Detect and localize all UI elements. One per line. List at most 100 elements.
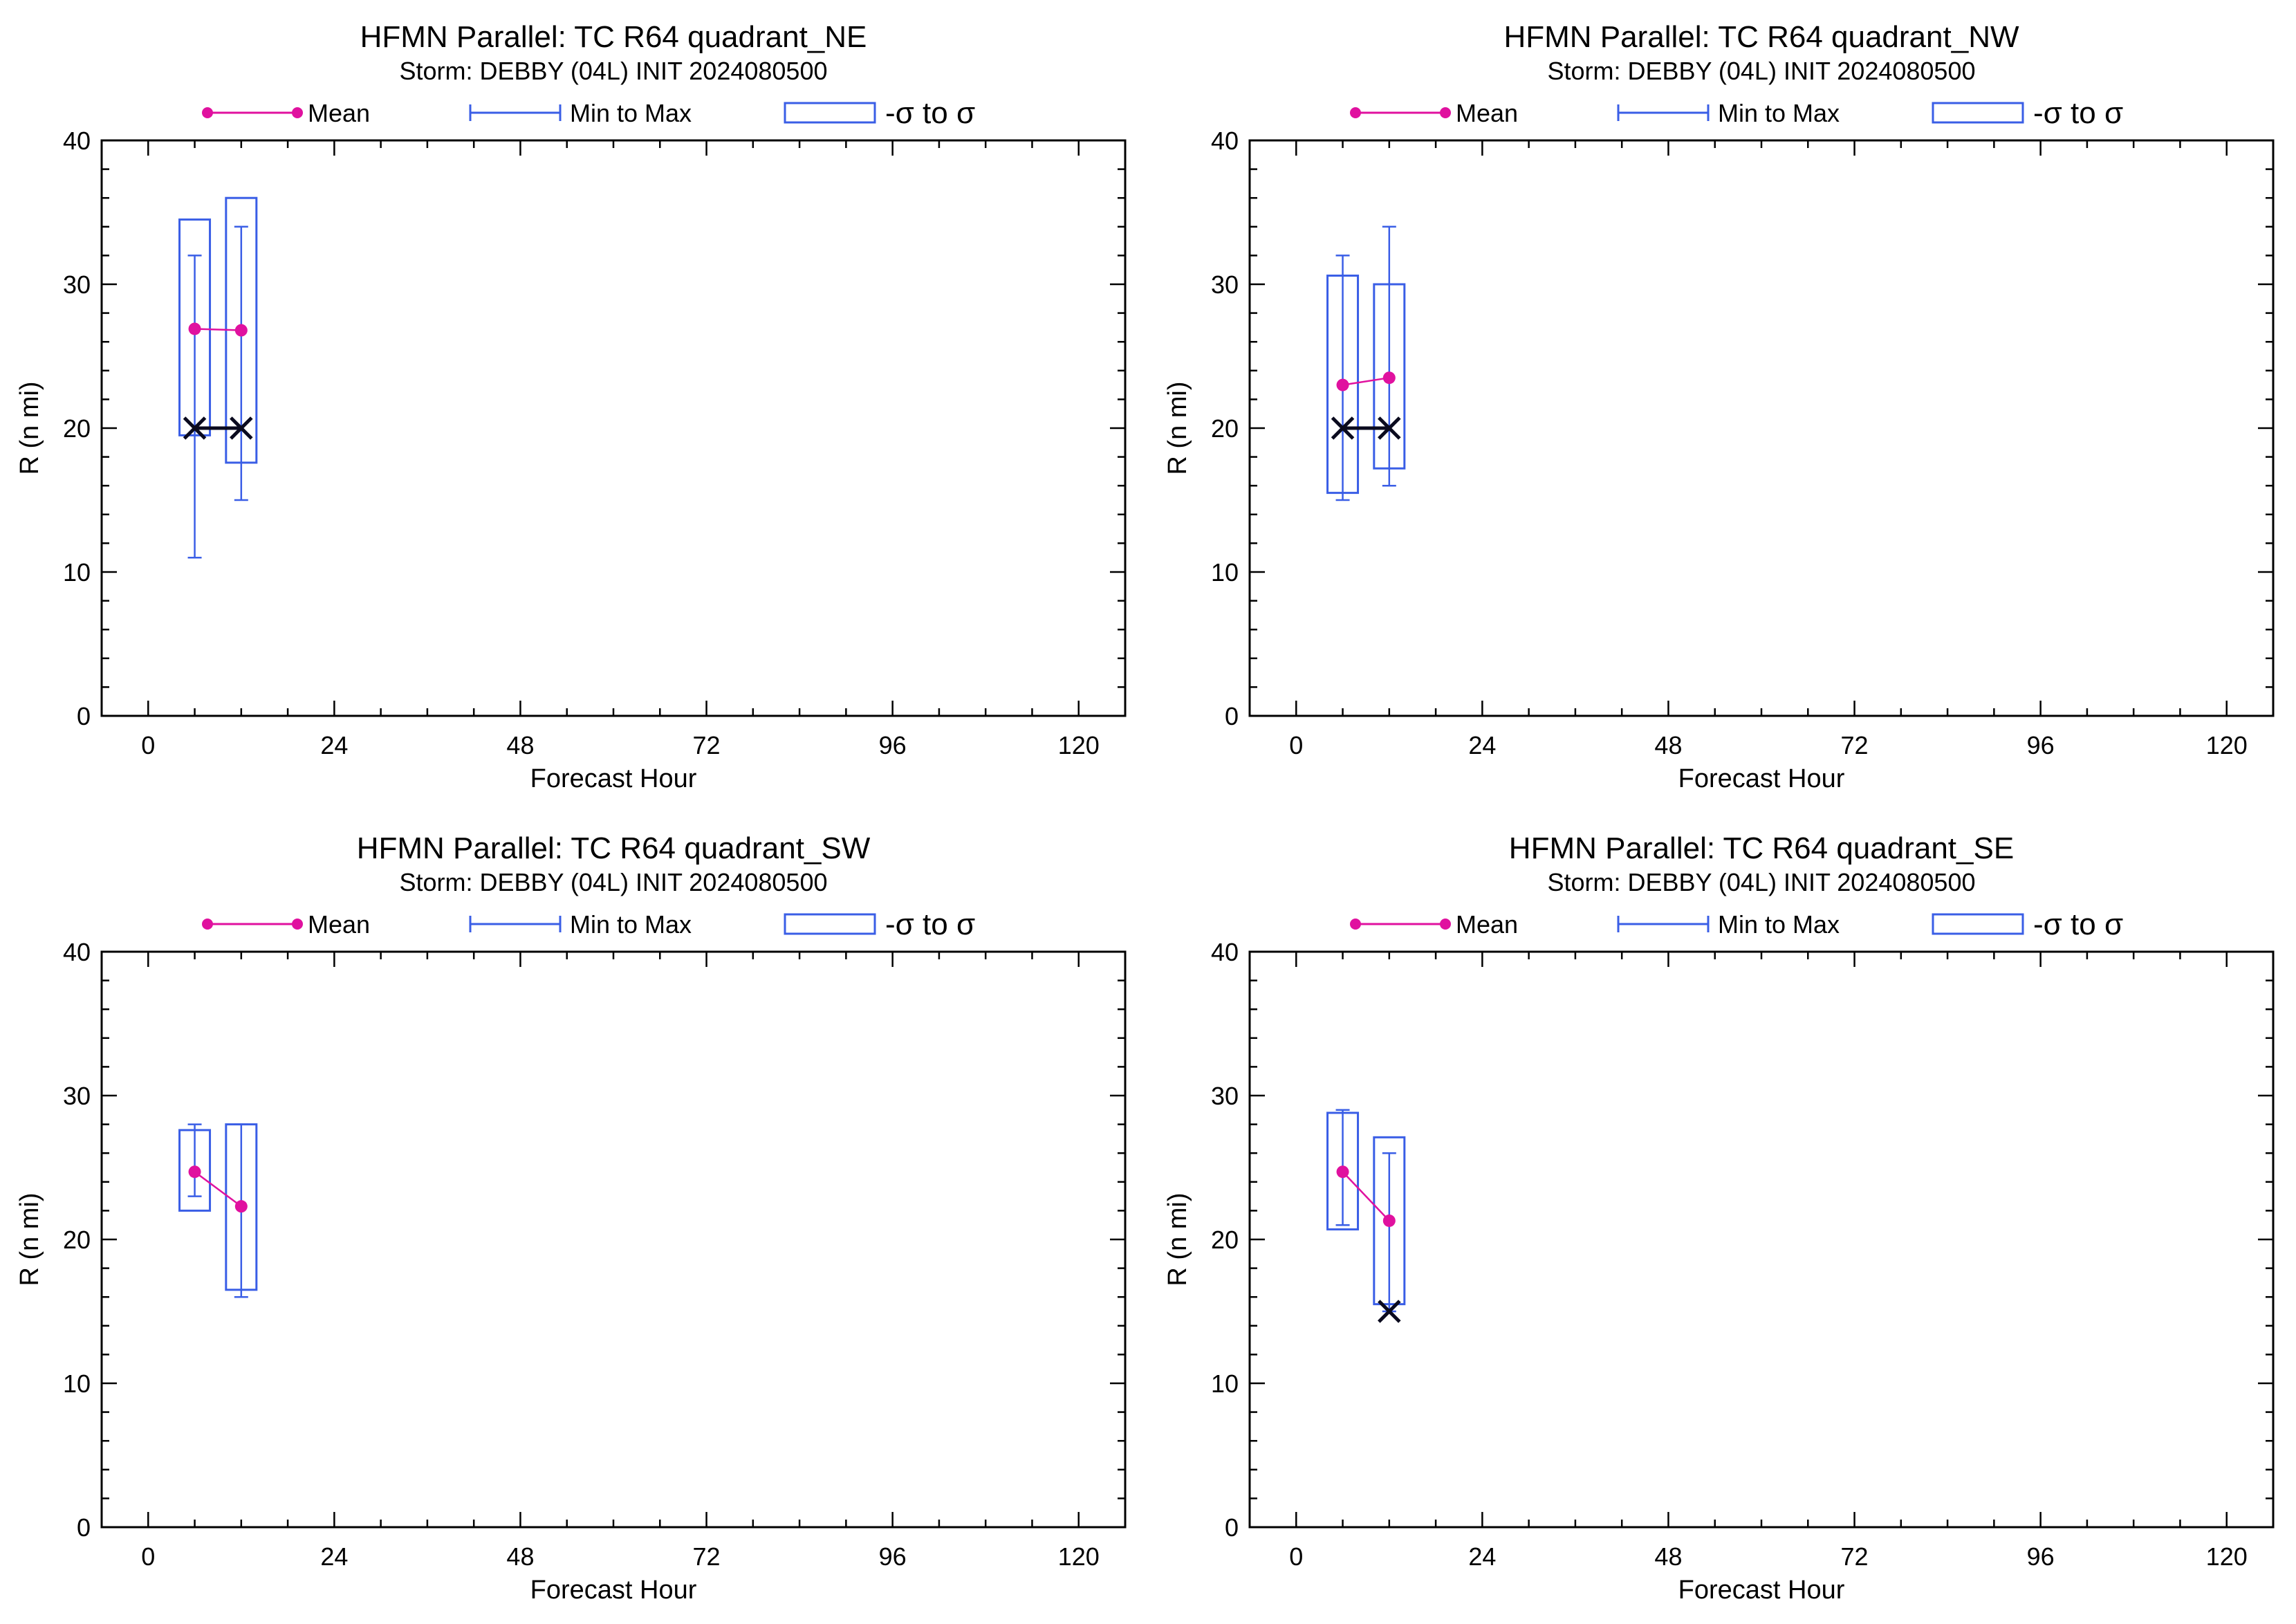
y-tick-label: 0: [1225, 1513, 1239, 1542]
x-tick-label: 72: [693, 1542, 721, 1571]
mean-line: [1342, 376, 1390, 386]
observed-marker: [1378, 1300, 1401, 1323]
legend: Mean Min to Max -σ to σ: [1350, 96, 2123, 130]
legend-sigma-box: [1932, 102, 2024, 124]
legend-mean-marker: [1350, 107, 1361, 118]
mean-point: [188, 322, 201, 335]
mean-point: [188, 1165, 201, 1179]
y-tick-label: 30: [1211, 1082, 1239, 1110]
legend-sigma-box: [784, 913, 876, 935]
y-tick-label: 30: [1211, 270, 1239, 299]
y-tick-label: 20: [63, 414, 91, 443]
plot-frame: [100, 139, 1127, 717]
legend-mean-marker: [292, 107, 303, 118]
plot-frame: [1248, 139, 2275, 717]
legend-mean-marker: [292, 919, 303, 930]
x-tick-label: 24: [1468, 731, 1496, 759]
chart-subtitle: Storm: DEBBY (04L) INIT 2024080500: [399, 868, 827, 896]
legend-sigma-box: [1932, 913, 2024, 935]
mean-point: [1336, 1165, 1349, 1179]
y-tick-label: 0: [1225, 702, 1239, 730]
observed-marker-stroke: [230, 416, 253, 440]
observed-marker-stroke: [1378, 1300, 1401, 1323]
x-tick-label: 72: [693, 731, 721, 759]
legend-sigma-label: -σ to σ: [2033, 907, 2123, 941]
y-tick-label: 40: [63, 127, 91, 155]
chart-panel-1: HFMN Parallel: TC R64 quadrant_NE Storm: …: [15, 20, 1127, 793]
observed-marker-stroke: [183, 416, 207, 440]
mean-line: [194, 328, 241, 331]
legend-sigma-label: -σ to σ: [885, 907, 975, 941]
mean-point: [234, 324, 248, 337]
y-axis-label: R (n mi): [15, 381, 44, 474]
y-tick-label: 10: [1211, 1369, 1239, 1398]
x-tick-label: 120: [2206, 1542, 2248, 1571]
legend-mean-label: Mean: [308, 99, 370, 127]
y-tick-label: 10: [63, 1369, 91, 1398]
legend-minmax-label: Min to Max: [1718, 910, 1840, 939]
mean-line: [1342, 1171, 1390, 1221]
legend-mean-marker: [1440, 919, 1451, 930]
y-tick-label: 20: [1211, 1226, 1239, 1254]
legend: Mean Min to Max -σ to σ: [202, 96, 975, 130]
observed-marker-stroke: [1378, 416, 1401, 440]
plot-frame: [100, 950, 1127, 1529]
y-axis-label: R (n mi): [15, 1192, 44, 1286]
y-tick-label: 30: [63, 270, 91, 299]
chart-panel-2: HFMN Parallel: TC R64 quadrant_NW Storm: …: [1163, 20, 2275, 793]
x-tick-label: 48: [1654, 1542, 1682, 1571]
legend-minmax-label: Min to Max: [570, 910, 692, 939]
y-axis-label: R (n mi): [1163, 381, 1192, 474]
chart-title: HFMN Parallel: TC R64 quadrant_NE: [360, 20, 867, 54]
y-axis-label: R (n mi): [1163, 1192, 1192, 1286]
chart-subtitle: Storm: DEBBY (04L) INIT 2024080500: [1547, 868, 1975, 896]
y-tick-label: 10: [63, 558, 91, 587]
x-tick-label: 0: [141, 731, 155, 759]
mean-point: [234, 1200, 248, 1213]
chart-panel-4: HFMN Parallel: TC R64 quadrant_SE Storm: …: [1163, 831, 2275, 1605]
chart-subtitle: Storm: DEBBY (04L) INIT 2024080500: [399, 57, 827, 85]
observed-marker: [1331, 416, 1355, 440]
chart-title: HFMN Parallel: TC R64 quadrant_NW: [1504, 20, 2019, 54]
x-tick-label: 0: [1289, 731, 1303, 759]
mean-point: [1382, 371, 1396, 385]
y-tick-label: 20: [63, 1226, 91, 1254]
observed-marker-stroke: [1331, 416, 1355, 440]
plot-frame: [1248, 950, 2275, 1529]
mean-point: [1336, 378, 1349, 391]
x-tick-label: 96: [879, 731, 907, 759]
x-axis-label: Forecast Hour: [1678, 1576, 1845, 1605]
mean-line: [194, 1171, 242, 1208]
y-tick-label: 0: [77, 1513, 91, 1542]
legend-mean-marker: [1350, 919, 1361, 930]
mean-point: [1382, 1214, 1396, 1227]
x-tick-label: 96: [879, 1542, 907, 1571]
observed-marker: [1378, 416, 1401, 440]
x-tick-label: 72: [1841, 1542, 1869, 1571]
y-tick-label: 0: [77, 702, 91, 730]
y-tick-label: 20: [1211, 414, 1239, 443]
chart-title: HFMN Parallel: TC R64 quadrant_SE: [1509, 831, 2014, 865]
y-tick-label: 40: [1211, 938, 1239, 966]
x-axis-label: Forecast Hour: [530, 764, 697, 793]
legend-minmax-label: Min to Max: [570, 99, 692, 127]
x-tick-label: 48: [506, 1542, 534, 1571]
legend-mean-label: Mean: [1456, 910, 1518, 939]
observed-marker: [183, 416, 207, 440]
y-tick-label: 10: [1211, 558, 1239, 587]
x-tick-label: 24: [320, 1542, 348, 1571]
legend-mean-label: Mean: [1456, 99, 1518, 127]
chart-title: HFMN Parallel: TC R64 quadrant_SW: [357, 831, 871, 865]
x-axis-label: Forecast Hour: [1678, 764, 1845, 793]
legend-mean-marker: [202, 107, 213, 118]
legend-sigma-label: -σ to σ: [885, 96, 975, 130]
x-tick-label: 24: [320, 731, 348, 759]
x-tick-label: 0: [141, 1542, 155, 1571]
legend-sigma-label: -σ to σ: [2033, 96, 2123, 130]
x-tick-label: 96: [2027, 1542, 2055, 1571]
x-tick-label: 48: [506, 731, 534, 759]
x-axis-label: Forecast Hour: [530, 1576, 697, 1605]
legend-mean-marker: [202, 919, 213, 930]
observed-marker: [230, 416, 253, 440]
y-tick-label: 40: [63, 938, 91, 966]
